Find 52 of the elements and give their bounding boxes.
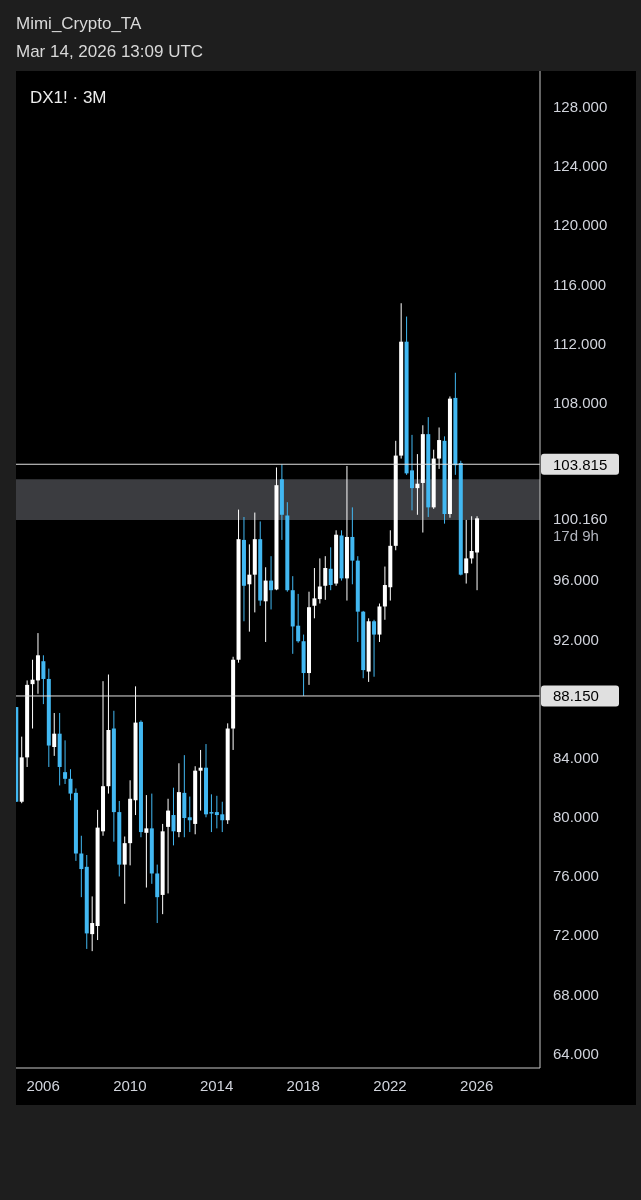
candlestick bbox=[79, 835, 84, 898]
y-tick-label: 64.000 bbox=[553, 1044, 599, 1062]
candlestick bbox=[41, 654, 46, 705]
candlestick bbox=[312, 567, 317, 619]
x-tick-label: 2022 bbox=[373, 1076, 407, 1094]
y-tick-label: 112.000 bbox=[553, 334, 607, 352]
y-tick-label: 76.000 bbox=[553, 867, 599, 885]
candlestick bbox=[269, 555, 274, 610]
y-tick-label: 100.160 bbox=[553, 509, 608, 527]
candlestick bbox=[52, 712, 57, 757]
candlestick bbox=[198, 749, 203, 812]
candlestick bbox=[372, 619, 377, 678]
y-tick-label: 116.000 bbox=[553, 275, 607, 293]
candlestick bbox=[122, 836, 127, 905]
y-tick-label: 108.000 bbox=[553, 393, 608, 411]
y-tick-label: 128.000 bbox=[553, 98, 608, 115]
x-tick-label: 2010 bbox=[113, 1076, 147, 1094]
x-tick-label: 2006 bbox=[26, 1076, 60, 1094]
text: Mar 14, 2026 13:09 UTC bbox=[16, 42, 204, 62]
candlestick bbox=[464, 519, 469, 585]
y-tick-label: 72.000 bbox=[553, 926, 599, 944]
candlestick bbox=[323, 555, 328, 601]
candlestick bbox=[263, 566, 268, 643]
candlestick bbox=[437, 426, 442, 470]
y-tick-label: 96.000 bbox=[553, 571, 599, 589]
candlestick bbox=[247, 543, 252, 633]
text: DX1! · 3M bbox=[30, 88, 107, 108]
x-tick-label: 2026 bbox=[460, 1076, 494, 1094]
text: 17d 9h bbox=[553, 527, 599, 546]
ref-line-label: 88.150 bbox=[553, 687, 599, 705]
x-tick-label: 2014 bbox=[199, 1076, 234, 1094]
y-tick-label: 84.000 bbox=[553, 748, 599, 766]
candlestick bbox=[171, 787, 176, 846]
x-tick-label: 2018 bbox=[286, 1076, 320, 1094]
candlestick bbox=[144, 794, 149, 889]
y-tick-label: 68.000 bbox=[553, 985, 599, 1003]
y-tick-label: 92.000 bbox=[553, 630, 599, 648]
candlestick bbox=[166, 798, 171, 894]
y-tick-label: 120.000 bbox=[553, 216, 608, 234]
candlestick bbox=[187, 796, 192, 833]
candlestick bbox=[90, 895, 95, 952]
candlestick bbox=[296, 593, 301, 644]
y-tick-label: 124.000 bbox=[553, 157, 608, 175]
candlestick bbox=[63, 739, 68, 785]
candlestick bbox=[350, 506, 355, 585]
candlestick bbox=[328, 546, 333, 591]
candlestick bbox=[68, 768, 73, 801]
ref-line-label: 103.815 bbox=[553, 455, 608, 473]
y-tick-label: 80.000 bbox=[553, 808, 599, 826]
candlestick bbox=[155, 864, 160, 924]
text: Mimi_Crypto_TA bbox=[16, 14, 142, 34]
candlestick bbox=[317, 557, 322, 605]
